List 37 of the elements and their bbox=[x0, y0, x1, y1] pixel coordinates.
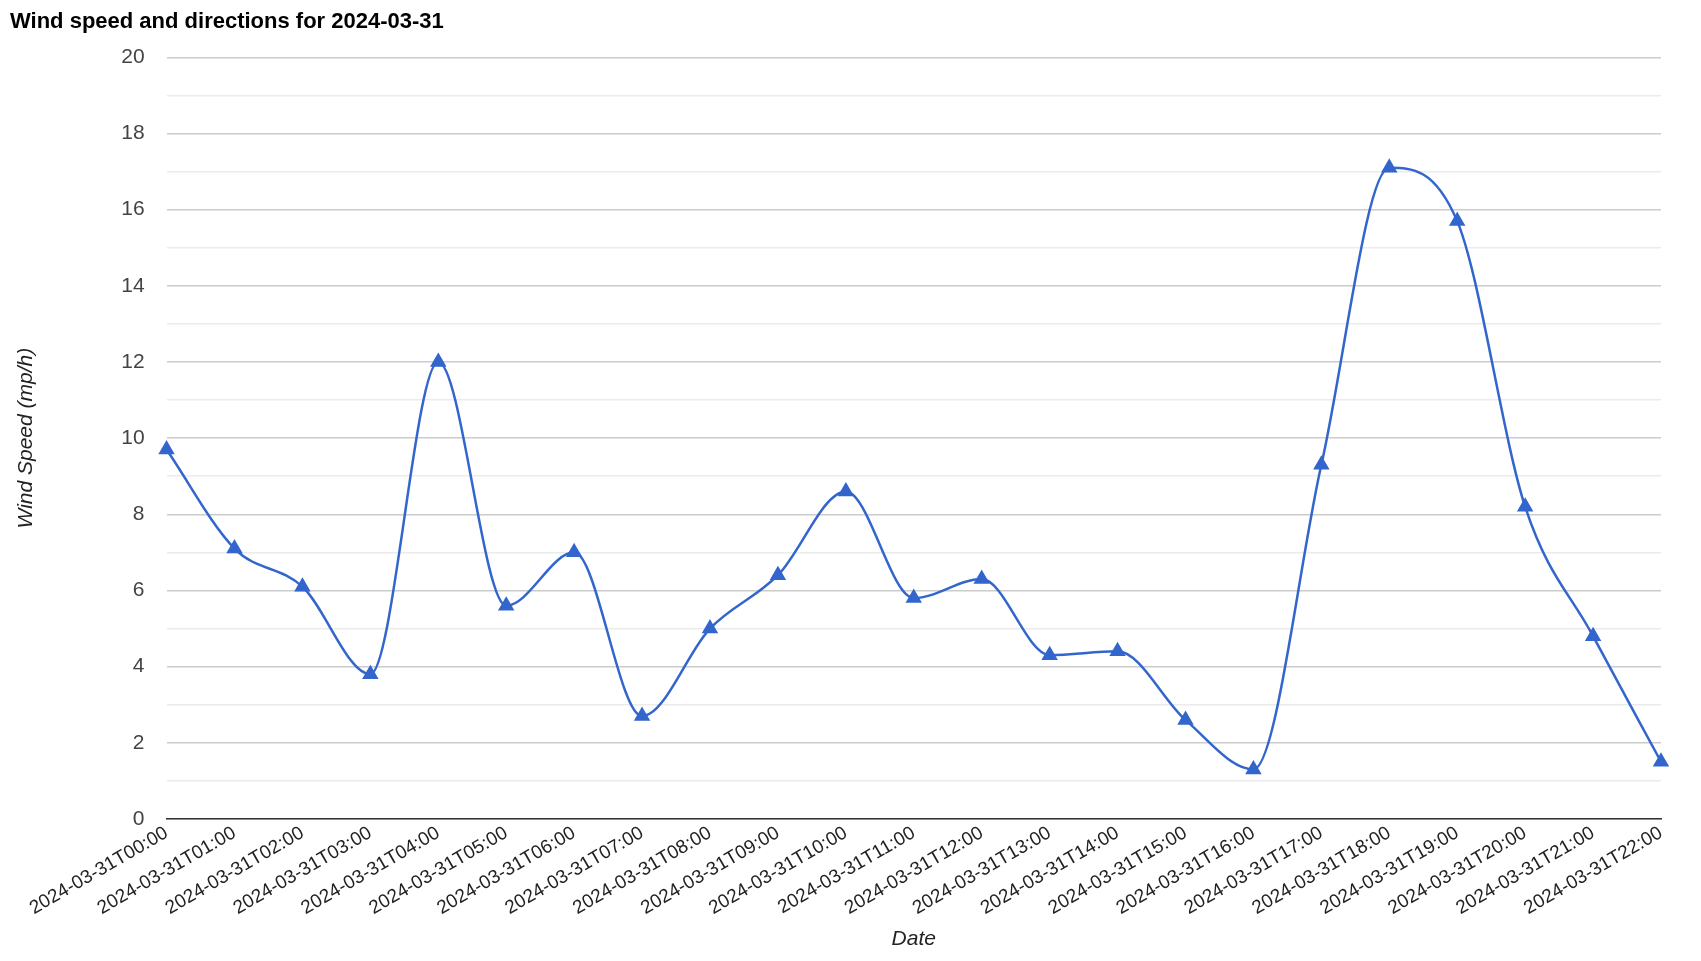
point bbox=[702, 620, 718, 634]
point bbox=[295, 578, 310, 592]
y-tick-label: 4 bbox=[132, 653, 145, 677]
chart-title: Wind speed and directions for 2024-03-31 bbox=[10, 8, 444, 34]
point bbox=[906, 589, 922, 603]
point bbox=[498, 597, 514, 611]
point bbox=[1246, 761, 1261, 775]
y-tick-label: 10 bbox=[121, 424, 145, 448]
point bbox=[1585, 627, 1601, 641]
point bbox=[363, 665, 378, 679]
point bbox=[159, 441, 174, 455]
point bbox=[1381, 159, 1397, 173]
y-tick-label: 6 bbox=[132, 577, 145, 601]
point bbox=[634, 707, 650, 721]
point bbox=[1653, 753, 1669, 767]
point bbox=[838, 483, 854, 497]
point bbox=[974, 570, 990, 584]
point bbox=[566, 544, 582, 558]
point bbox=[1314, 456, 1329, 470]
point bbox=[1517, 498, 1533, 512]
y-tick-label: 18 bbox=[121, 120, 145, 144]
y-axis-title: Wind Speed (mp/h) bbox=[13, 347, 37, 529]
point bbox=[770, 566, 786, 580]
y-tick-label: 12 bbox=[121, 348, 145, 372]
point bbox=[430, 353, 446, 367]
point bbox=[1449, 212, 1465, 226]
point bbox=[1110, 643, 1125, 657]
y-tick-label: 14 bbox=[121, 272, 145, 296]
point bbox=[1042, 646, 1057, 660]
y-tick-label: 20 bbox=[121, 44, 145, 68]
y-tick-label: 2 bbox=[132, 729, 145, 753]
x-axis-title: Date bbox=[891, 926, 936, 950]
point bbox=[227, 540, 242, 554]
y-tick-label: 0 bbox=[132, 805, 145, 829]
y-tick-label: 16 bbox=[121, 196, 145, 220]
point bbox=[1178, 711, 1193, 725]
y-tick-label: 8 bbox=[132, 501, 145, 525]
